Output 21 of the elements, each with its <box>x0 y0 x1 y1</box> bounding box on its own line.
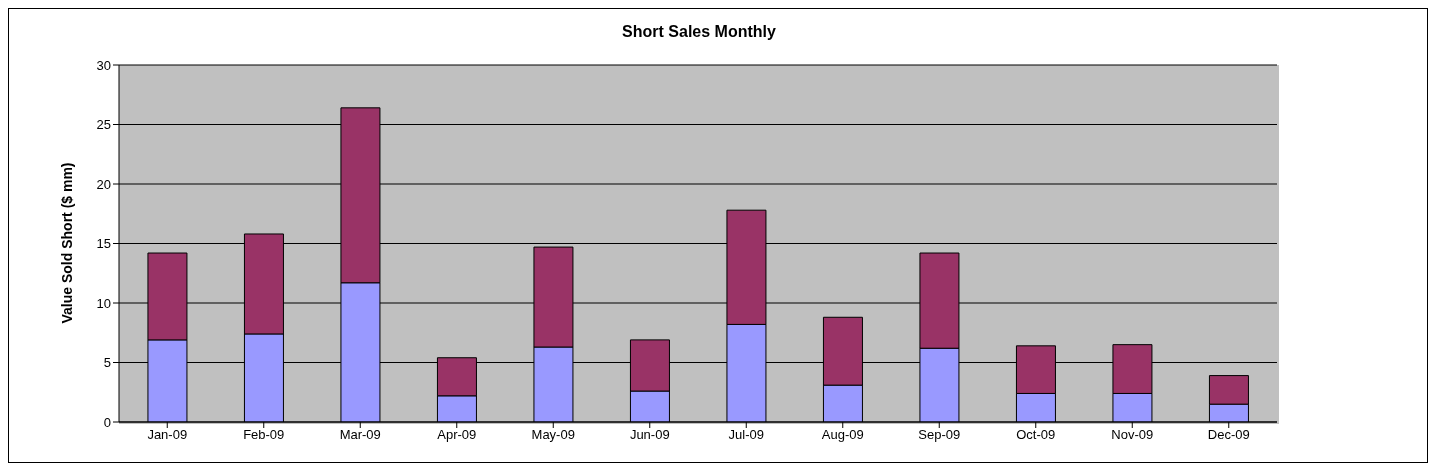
y-axis-title: Value Sold Short ($ mm) <box>58 162 75 324</box>
x-tick-label: Apr-09 <box>437 427 477 443</box>
x-tick-label: Dec-09 <box>1207 427 1250 443</box>
x-tick-label: Sep-09 <box>918 427 961 443</box>
y-tick-label: 0 <box>103 414 111 430</box>
x-tick-label: Feb-09 <box>243 427 285 443</box>
x-tick-label: Oct-09 <box>1016 427 1056 443</box>
y-tick-label: 25 <box>96 117 111 133</box>
y-tick-label: 5 <box>103 355 111 371</box>
x-tick-label: Jun-09 <box>629 427 670 443</box>
y-tick-label: 30 <box>96 57 111 73</box>
x-tick-label: Jul-09 <box>728 427 764 443</box>
y-tick-label: 15 <box>96 236 111 252</box>
x-tick-label: Aug-09 <box>821 427 864 443</box>
y-tick-label: 20 <box>96 176 111 192</box>
x-tick-label: Nov-09 <box>1111 427 1154 443</box>
y-tick-label: 10 <box>96 295 111 311</box>
x-tick-label: May-09 <box>531 427 575 443</box>
x-tick-label: Jan-09 <box>147 427 188 443</box>
x-tick-label: Mar-09 <box>339 427 381 443</box>
chart-title: Short Sales Monthly <box>621 23 777 41</box>
